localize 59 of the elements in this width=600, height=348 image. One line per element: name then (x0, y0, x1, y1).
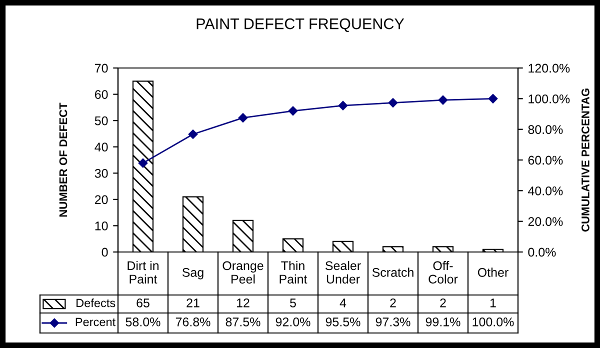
data-label: 92.0% (276, 318, 310, 326)
data-label: 100.0% (472, 318, 514, 326)
chart-title: PAINT DEFECT FREQUENCY (196, 18, 404, 32)
y-tick-label: 60 (95, 90, 108, 99)
y-tick-label: 30 (94, 168, 108, 178)
y-tick-label: 10 (95, 222, 108, 230)
point (338, 100, 348, 110)
x-tick-label: Sag (182, 268, 204, 280)
x-tick-label: Sealer Under (326, 260, 361, 284)
y2-tick-label: 80.0% (528, 125, 563, 134)
data-label: 2 (440, 298, 446, 308)
data-label: 4 (340, 298, 346, 308)
x-tick-label: Other (478, 268, 508, 277)
data-label: 2 (390, 298, 396, 308)
bar (132, 80, 154, 252)
bar (332, 240, 354, 252)
bar (382, 246, 404, 252)
data-label: 1 (490, 298, 496, 308)
x-tick-label: Off- Color (428, 260, 458, 284)
data-label: 95.5% (326, 318, 360, 326)
data-label: 97.3% (376, 318, 410, 326)
data-label: 21 (186, 298, 200, 308)
data-label: 65 (136, 298, 150, 308)
point (188, 130, 198, 139)
data-label: 76.8% (176, 318, 210, 326)
y-tick-label: 70 (95, 64, 108, 73)
point (238, 113, 248, 122)
point (438, 95, 448, 105)
y-axis-title: NUMBER OF DEFECT (59, 102, 68, 217)
x-tick-label: Dirt in Paint (128, 260, 159, 284)
bar (232, 220, 254, 252)
x-tick-label: Scratch (372, 268, 414, 277)
y2-tick-label: 120.0% (528, 64, 570, 73)
y2-tick-label: 20.0% (528, 217, 563, 226)
data-label: 12 (237, 298, 250, 308)
y2-tick-label: 0.0% (528, 248, 556, 257)
data-label: 5 (290, 298, 296, 308)
data-label: 58.0% (126, 318, 160, 326)
y2-tick-label: 100.0% (528, 94, 570, 104)
bar (182, 196, 204, 252)
data-label: 87.5% (226, 318, 260, 326)
y-tick-label: 40 (94, 142, 108, 152)
bar (282, 238, 304, 252)
x-tick-label: Orange Peel (222, 261, 264, 284)
y-tick-label: 50 (94, 116, 108, 126)
bar (432, 246, 454, 252)
point (388, 98, 398, 108)
point (288, 106, 298, 116)
legend-label: Defects (76, 298, 116, 308)
data-label: 99.1% (426, 318, 460, 326)
y-tick-label: 0 (102, 248, 108, 257)
y2-axis-title: CUMULATIVE PERCENTAG (582, 88, 590, 232)
legend-label: Percent (76, 318, 116, 326)
y2-tick-label: 40.0% (528, 186, 563, 196)
point (488, 94, 498, 104)
y-tick-label: 20 (95, 195, 108, 204)
x-tick-label: Thin Paint (280, 260, 308, 284)
y2-tick-label: 60.0% (528, 156, 563, 165)
point (138, 158, 148, 168)
